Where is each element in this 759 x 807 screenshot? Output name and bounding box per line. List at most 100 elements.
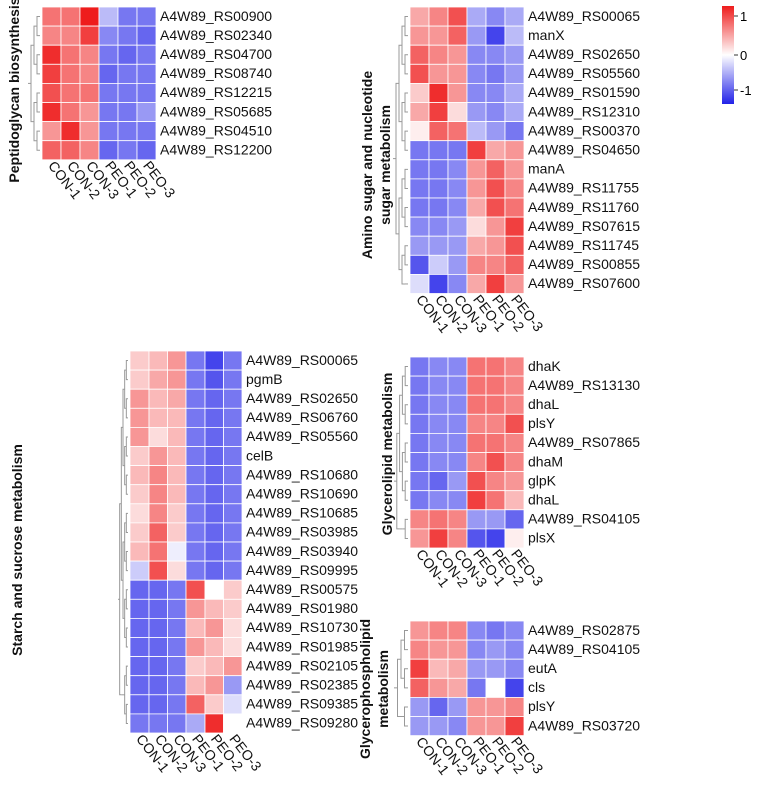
heatmap-cell xyxy=(428,121,449,142)
row-label: A4W89_RS13130 xyxy=(528,377,640,393)
heatmap-cell xyxy=(117,44,138,65)
heatmap-cell xyxy=(504,63,525,84)
heatmap-cell xyxy=(129,637,150,658)
heatmap-cell xyxy=(117,63,138,84)
dendrogram-branch xyxy=(404,54,408,75)
dendrogram-branch xyxy=(124,598,127,638)
heatmap-cell xyxy=(485,471,506,492)
row-label: A4W89_RS00370 xyxy=(528,122,640,138)
heatmap-cell xyxy=(129,694,150,715)
row-label: A4W89_RS04510 xyxy=(160,122,272,138)
heatmap-cell xyxy=(136,83,157,103)
row-label: A4W89_RS04105 xyxy=(528,641,640,657)
panel-title: Peptidoglycan biosynthesis xyxy=(6,0,22,183)
heatmap-cell xyxy=(485,63,506,84)
heatmap-cell xyxy=(504,140,525,161)
heatmap-cell xyxy=(223,484,243,505)
heatmap-cell xyxy=(485,121,506,142)
heatmap-cell xyxy=(223,407,243,428)
heatmap-cell xyxy=(148,560,168,581)
row-label: dhaL xyxy=(528,396,559,412)
heatmap-cell xyxy=(117,102,138,123)
heatmap-cell xyxy=(60,6,81,27)
heatmap-cell xyxy=(185,503,206,524)
heatmap-cell xyxy=(485,178,506,199)
heatmap-cell xyxy=(185,579,206,600)
dendrogram-branch xyxy=(404,92,408,113)
heatmap-cell xyxy=(136,44,157,65)
heatmap-cell xyxy=(136,63,157,84)
heatmap-cell xyxy=(447,677,468,698)
row-label: A4W89_RS10690 xyxy=(246,485,358,501)
dendrogram-branch xyxy=(404,706,408,727)
dendrogram-branch xyxy=(397,658,401,717)
heatmap-cell xyxy=(129,618,150,638)
heatmap-cell xyxy=(428,452,449,473)
heatmap-cell xyxy=(117,6,138,27)
heatmap-cell xyxy=(466,432,487,453)
heatmap-cell xyxy=(428,620,449,641)
dendrogram-branch xyxy=(125,436,128,457)
dendrogram-branch xyxy=(36,92,40,113)
row-dendrogram xyxy=(28,16,40,151)
heatmap-cell xyxy=(409,639,430,660)
heatmap-cell xyxy=(428,197,449,218)
heatmap-cell xyxy=(129,446,150,467)
panel-title: Glycerolipid metabolism xyxy=(379,373,395,536)
heatmap-cell xyxy=(60,102,81,123)
heatmap-cell xyxy=(98,44,119,65)
heatmap-cell xyxy=(485,216,506,237)
heatmap-cell xyxy=(79,63,100,84)
heatmap-cell xyxy=(485,83,506,103)
heatmap-cell xyxy=(485,413,506,434)
row-label: manA xyxy=(528,161,565,177)
heatmap-cell xyxy=(466,452,487,473)
heatmap-cell xyxy=(428,216,449,237)
heatmap-cell xyxy=(129,484,150,505)
heatmap-cell xyxy=(485,490,506,511)
heatmap-cell xyxy=(136,6,157,27)
heatmap-cell xyxy=(447,509,468,530)
heatmap-cell xyxy=(409,471,430,492)
heatmap-cell xyxy=(148,694,168,715)
row-label: A4W89_RS09385 xyxy=(246,696,358,712)
row-label: A4W89_RS03985 xyxy=(246,524,358,540)
heatmap-cell xyxy=(129,503,150,524)
heatmap-cell xyxy=(466,639,487,660)
heatmap-cell xyxy=(447,432,468,453)
row-label: plsY xyxy=(528,415,556,431)
heatmap-cell xyxy=(485,432,506,453)
heatmap-cell xyxy=(117,25,138,46)
heatmap-cell xyxy=(41,63,62,84)
heatmap-cell xyxy=(428,658,449,679)
heatmap-cell xyxy=(428,159,449,180)
heatmap-cell xyxy=(428,490,449,511)
dendrogram-branch xyxy=(36,16,40,37)
heatmap-cell xyxy=(428,394,449,415)
heatmap-cell xyxy=(204,446,224,467)
heatmap-cell xyxy=(466,121,487,142)
dendrogram-branch xyxy=(404,668,408,689)
heatmap-cell xyxy=(466,254,487,275)
heatmap-cell xyxy=(485,25,506,46)
heatmap-cell xyxy=(485,140,506,161)
row-label: A4W89_RS02385 xyxy=(246,676,358,692)
heatmap-cell xyxy=(148,656,168,677)
heatmap-cell xyxy=(185,618,206,638)
heatmap-cell xyxy=(167,656,187,677)
dendrogram-branch xyxy=(404,207,408,228)
heatmap-cell xyxy=(98,83,119,103)
heatmap-cell xyxy=(185,388,206,409)
heatmap-cell xyxy=(167,637,187,658)
row-label: dhaM xyxy=(528,453,563,469)
heatmap-cell xyxy=(223,618,243,638)
heatmap-cell xyxy=(136,102,157,123)
heatmap-cell xyxy=(223,694,243,715)
heatmap-cell xyxy=(223,637,243,658)
heatmap-cell xyxy=(485,677,506,698)
heatmap-cell xyxy=(148,503,168,524)
heatmap-cell xyxy=(447,102,468,123)
row-label: celB xyxy=(246,447,273,463)
heatmap-cell xyxy=(504,509,525,530)
heatmap-cell xyxy=(504,83,525,103)
